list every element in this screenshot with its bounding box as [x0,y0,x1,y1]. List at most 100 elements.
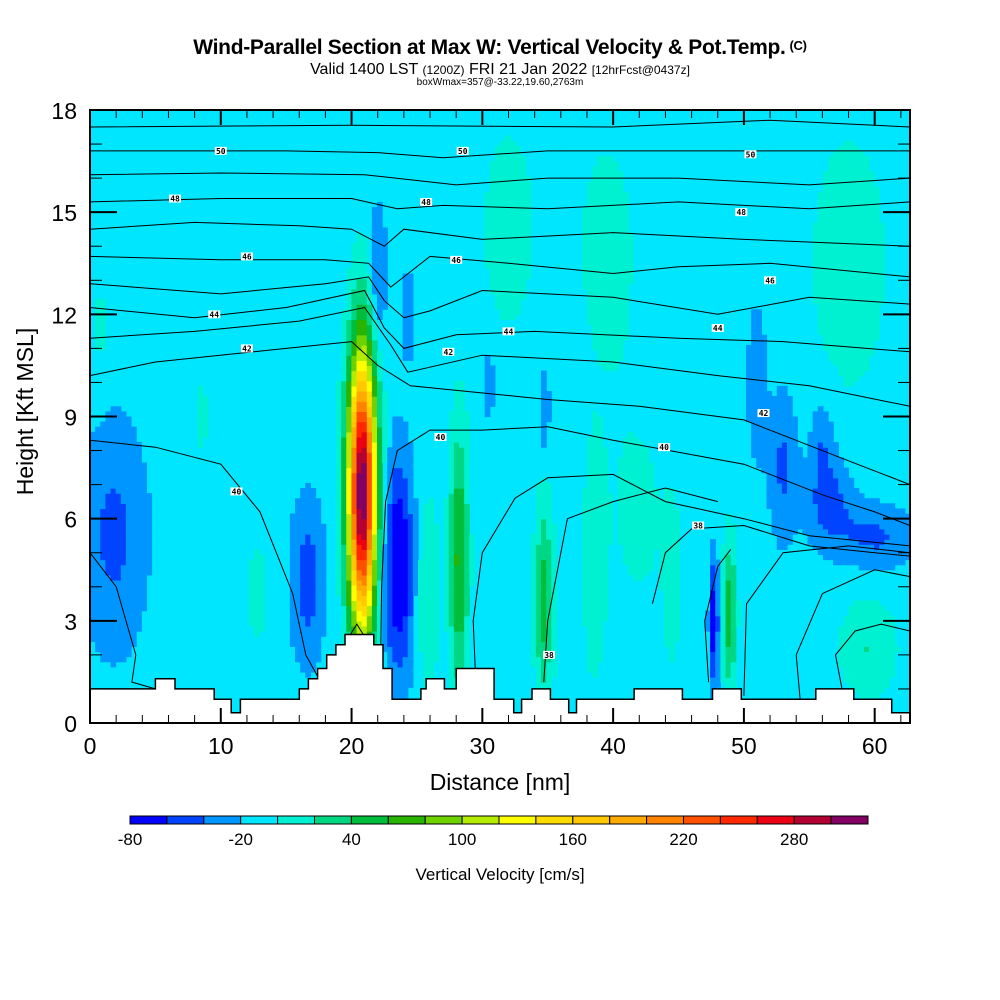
field-cell [392,554,409,561]
field-cell [546,574,552,581]
field-cell [592,339,624,346]
field-cell [100,528,127,535]
contour-label-bg [744,150,757,159]
field-cell [289,554,301,561]
field-cell [100,544,127,550]
field-cell [725,585,732,591]
field-cell [392,559,409,566]
field-cell [366,329,373,336]
field-cell [484,253,532,259]
field-cell [715,585,721,591]
contour-label: 40 [232,487,242,496]
field-cell [351,299,368,305]
field-cell [402,620,409,627]
field-cell [356,380,368,387]
field-cell [582,595,609,601]
field-cell [356,462,363,469]
field-cell [546,559,552,566]
field-cell [710,579,716,586]
field-cell [377,482,383,489]
field-cell [535,641,552,647]
field-cell [464,600,470,607]
field-cell [582,258,634,264]
field-cell [90,488,112,494]
field-cell [710,661,716,668]
field-cell [812,488,839,494]
field-cell [351,390,358,397]
field-cell [341,610,347,617]
field-cell [582,549,609,556]
field-cell [628,431,634,438]
field-cell [197,385,204,392]
contour-label-bg [208,310,221,319]
field-cell [582,518,614,525]
colorbar-segment [461,815,500,825]
field-cell [361,447,368,453]
field-cell [90,610,142,617]
contour-label: 42 [759,409,769,418]
copyright-mark: (C) [789,38,807,53]
field-cell [361,579,368,586]
field-cell [407,641,414,647]
field-cell [407,631,414,637]
field-cell [807,436,834,443]
field-cell [448,411,470,418]
field-cell [341,631,347,637]
field-cell [366,278,373,285]
field-cell [453,615,465,622]
field-cell [336,411,342,418]
field-cell [407,549,414,556]
field-cell [402,350,414,356]
field-cell [387,661,399,668]
field-cell [720,610,727,617]
field-cell [500,309,522,315]
field-cell [412,590,419,596]
field-cell [125,533,153,540]
field-cell [407,574,414,581]
field-cell [382,554,388,561]
field-cell [843,140,855,147]
field-cell [582,253,634,259]
field-cell [582,533,614,540]
field-cell [776,472,788,479]
field-cell [105,416,132,423]
field-cell [448,590,455,596]
field-cell [423,508,434,515]
field-cell [336,452,342,458]
field-cell [623,549,655,556]
field-cell [336,447,342,453]
field-cell [448,462,455,469]
field-cell [371,416,378,423]
field-cell [392,442,414,448]
field-cell [464,651,470,658]
field-cell [407,508,419,515]
field-cell [289,625,327,632]
field-cell [879,523,910,530]
field-cell [300,564,317,571]
field-cell [730,666,737,673]
field-cell [464,503,470,510]
field-cell [776,477,788,484]
field-cell [341,334,347,341]
field-cell [443,508,450,515]
field-cell [377,559,383,566]
field-cell [120,498,153,504]
field-cell [535,503,552,510]
field-cell [443,518,450,525]
field-cell [464,477,470,484]
field-cell [387,651,393,658]
field-cell [628,569,650,576]
field-cell [464,518,470,525]
field-cell [623,554,655,561]
field-cell [351,416,358,423]
field-cell [356,232,363,239]
field-cell [838,656,896,663]
field-cell [617,498,675,504]
field-cell [248,595,265,601]
field-cell [546,620,552,627]
field-cell [366,452,373,458]
field-cell [484,247,532,254]
field-cell [658,559,680,566]
field-cell [361,533,368,540]
field-cell [551,564,557,571]
